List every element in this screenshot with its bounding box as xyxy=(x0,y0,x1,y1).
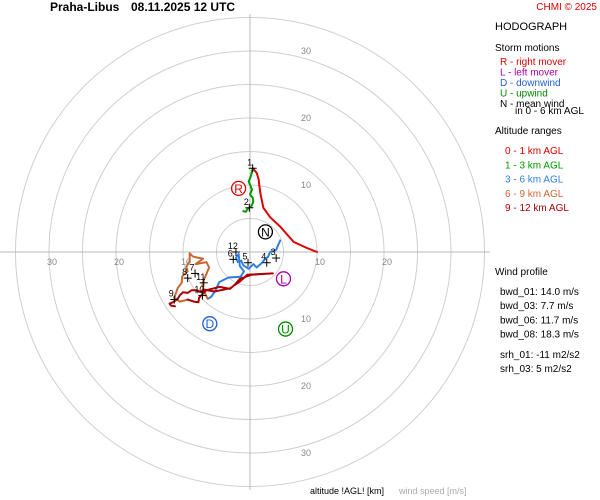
altitude-range-item: 1 - 3 km AGL xyxy=(505,160,564,171)
height-label: 7 xyxy=(190,262,195,272)
valid-time: 08.11.2025 12 UTC xyxy=(131,0,235,14)
station-name: Praha-Libus xyxy=(50,0,120,14)
storm-motion-item: R - right mover xyxy=(500,57,567,68)
altitude-ranges-title: Altitude ranges xyxy=(495,126,562,137)
altitude-ranges-legend: 0 - 1 km AGL 1 - 3 km AGL 3 - 6 km AGL 6 - … xyxy=(505,146,569,214)
altitude-range-item: 0 - 1 km AGL xyxy=(505,146,564,157)
y-tick-label: 30 xyxy=(301,46,311,56)
hodograph-segment-2 xyxy=(242,167,255,213)
altitude-label: altitude !AGL! [km] xyxy=(310,486,384,496)
srh-list: srh_01: -11 m2/s2 srh_03: 5 m2/s2 xyxy=(500,350,580,375)
storm-motions-title: Storm motions xyxy=(495,43,559,54)
height-label: 11 xyxy=(196,272,205,282)
axis-tick-labels: 403020101020302010102030 xyxy=(47,46,392,458)
wind-profile-item: bwd_01: 14.0 m/s xyxy=(500,287,579,298)
height-label: 6 xyxy=(228,248,233,258)
x-tick-label: 20 xyxy=(382,257,392,267)
srh-item: srh_03: 5 m2/s2 xyxy=(500,364,572,375)
storm-marker-label: R xyxy=(234,182,243,196)
wind-profile-item: bwd_03: 7.7 m/s xyxy=(500,301,573,312)
credit: CHMI © 2025 xyxy=(536,2,597,13)
hodograph-segment-4 xyxy=(173,252,211,303)
height-label: 5 xyxy=(242,252,247,262)
wind-profile-item: bwd_08: 18.3 m/s xyxy=(500,330,579,341)
storm-motion-markers: R L D U N xyxy=(202,180,294,337)
x-tick-label: 10 xyxy=(315,257,325,267)
y-tick-label: 30 xyxy=(301,448,311,458)
storm-motion-item: D - downwind xyxy=(500,78,561,89)
hodograph-segment-1 xyxy=(251,167,318,253)
storm-marker-label: D xyxy=(205,317,214,331)
height-label: 1 xyxy=(247,157,252,167)
y-tick-label: 20 xyxy=(301,113,311,123)
storm-marker-label: N xyxy=(261,225,270,239)
wind-profile-item: bwd_06: 11.7 m/s xyxy=(500,315,578,326)
y-tick-label: 10 xyxy=(301,314,311,324)
srh-item: srh_01: -11 m2/s2 xyxy=(500,350,580,361)
storm-motion-item: U - upwind xyxy=(500,89,548,100)
height-label: 3 xyxy=(271,247,276,257)
wind-profile-title: Wind profile xyxy=(495,267,548,278)
y-tick-label: 10 xyxy=(301,180,311,190)
height-label: 12 xyxy=(228,241,238,251)
y-tick-label: 20 xyxy=(301,381,311,391)
hodograph-segment-3 xyxy=(206,239,282,300)
storm-marker-circle xyxy=(257,224,274,240)
hodograph-series xyxy=(168,167,318,308)
height-label: 10 xyxy=(194,285,204,295)
panel-title: HODOGRAPH xyxy=(495,21,567,33)
height-label: 4 xyxy=(261,252,266,262)
hodograph-segment-5 xyxy=(168,272,274,308)
height-label: 2 xyxy=(244,197,249,207)
x-tick-label: 10 xyxy=(181,257,191,267)
storm-marker-label: L xyxy=(280,272,287,286)
storm-marker-circle xyxy=(277,321,294,337)
x-tick-label: 30 xyxy=(47,257,57,267)
storm-marker-label: U xyxy=(281,323,290,337)
altitude-range-item: 6 - 9 km AGL xyxy=(505,189,564,200)
altitude-range-item: 9 - 12 km AGL xyxy=(505,203,569,214)
axes xyxy=(0,14,490,490)
storm-marker-circle xyxy=(230,180,247,197)
storm-motion-item: L - left mover xyxy=(500,68,559,79)
wind-profile-list: bwd_01: 14.0 m/s bwd_03: 7.7 m/s bwd_06: 1… xyxy=(500,287,579,341)
wind-speed-label: wind speed [m/s] xyxy=(398,486,467,496)
height-label: 9 xyxy=(169,289,174,299)
mean-wind-note: in 0 - 6 km AGL xyxy=(515,106,584,117)
x-tick-label: 20 xyxy=(114,257,124,267)
altitude-range-item: 3 - 6 km AGL xyxy=(505,175,564,186)
storm-marker-circle xyxy=(202,316,218,332)
storm-marker-circle xyxy=(275,271,292,287)
height-label: 8 xyxy=(182,267,187,277)
storm-motion-item: N - mean wind xyxy=(500,99,564,110)
